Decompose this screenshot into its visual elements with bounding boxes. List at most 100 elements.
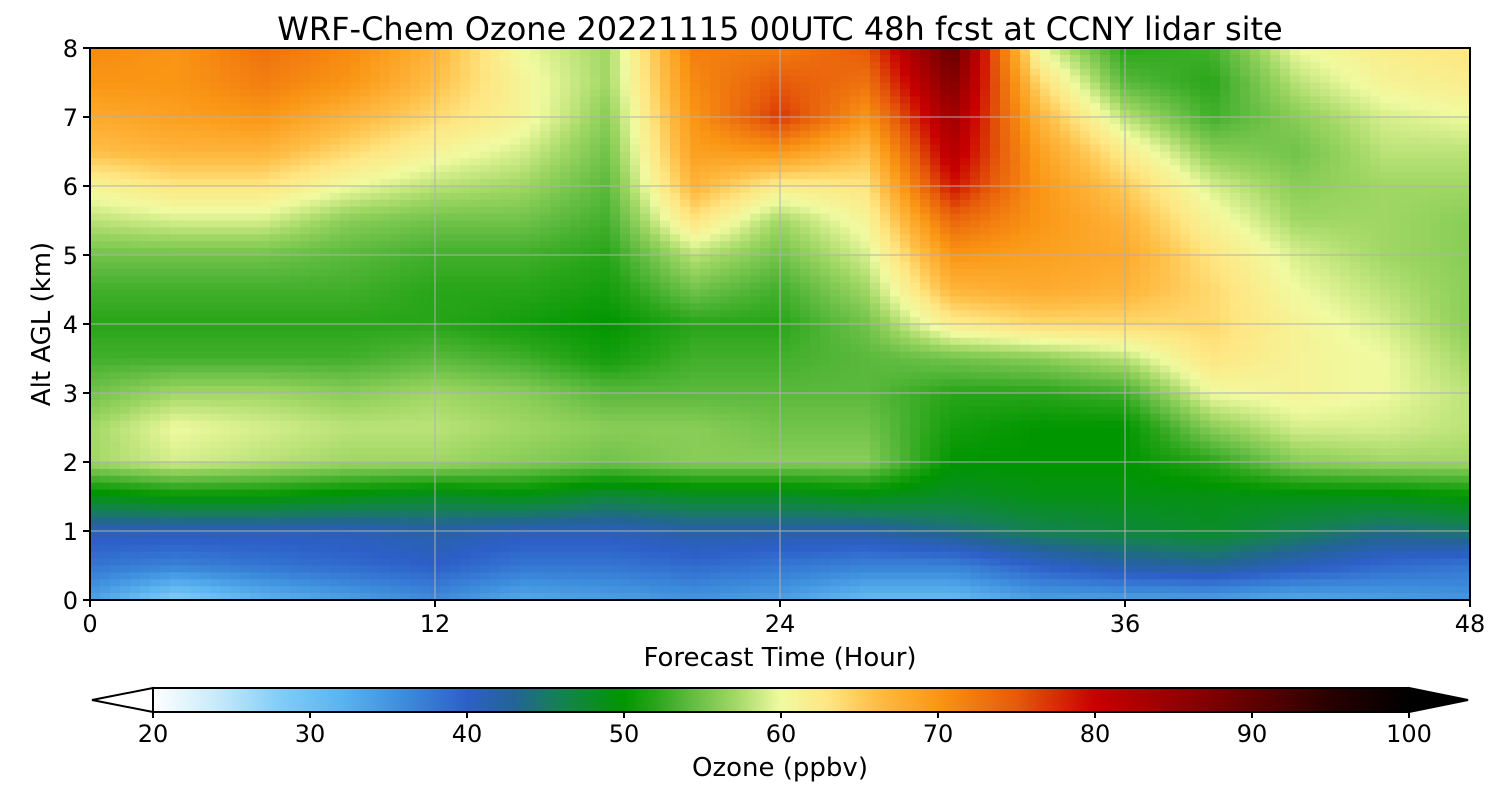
heatmap-cell <box>350 82 361 90</box>
heatmap-cell <box>270 261 281 270</box>
heatmap-cell <box>460 393 471 401</box>
heatmap-cell <box>360 572 371 580</box>
heatmap-cell <box>240 393 251 401</box>
heatmap-cell <box>220 192 231 201</box>
heatmap-cell <box>380 524 391 532</box>
heatmap-cell <box>260 330 271 339</box>
heatmap-cell <box>560 420 571 429</box>
heatmap-cell <box>400 130 411 139</box>
heatmap-cell <box>560 337 571 346</box>
heatmap-cell <box>210 48 221 56</box>
heatmap-cell <box>540 565 551 573</box>
heatmap-cell <box>330 82 341 90</box>
heatmap-cell <box>290 289 301 297</box>
heatmap-cell <box>240 165 251 173</box>
heatmap-cell <box>550 248 561 256</box>
heatmap-cell <box>660 75 671 84</box>
heatmap-cell <box>670 413 681 422</box>
heatmap-cell <box>650 220 661 228</box>
heatmap-cell <box>120 199 131 208</box>
heatmap-cell <box>660 144 671 153</box>
heatmap-cell <box>300 186 311 194</box>
heatmap-cell <box>320 551 331 560</box>
heatmap-cell <box>320 268 331 277</box>
heatmap-cell <box>170 544 181 553</box>
heatmap-cell <box>450 68 461 77</box>
heatmap-cell <box>350 455 361 463</box>
heatmap-cell <box>90 234 101 242</box>
heatmap-cell <box>290 448 301 456</box>
heatmap-cell <box>100 192 111 201</box>
heatmap-cell <box>350 344 361 353</box>
heatmap-cell <box>490 372 501 380</box>
heatmap-cell <box>450 179 461 187</box>
heatmap-cell <box>130 158 141 166</box>
heatmap-cell <box>660 510 671 518</box>
heatmap-cell <box>620 172 631 180</box>
heatmap-cell <box>480 503 491 511</box>
heatmap-cell <box>160 358 171 366</box>
heatmap-cell <box>680 475 691 484</box>
heatmap-cell <box>450 537 461 546</box>
heatmap-cell <box>370 192 381 201</box>
heatmap-cell <box>480 324 491 332</box>
heatmap-cell <box>170 496 181 504</box>
heatmap-cell <box>120 496 131 504</box>
heatmap-cell <box>500 130 511 139</box>
heatmap-cell <box>410 158 421 166</box>
heatmap-cell <box>150 206 161 215</box>
heatmap-cell <box>600 261 611 270</box>
heatmap-cell <box>660 206 671 215</box>
heatmap-cell <box>450 289 461 297</box>
heatmap-cell <box>550 413 561 422</box>
heatmap-cell <box>210 358 221 366</box>
heatmap-cell <box>240 220 251 228</box>
heatmap-cell <box>200 386 211 394</box>
heatmap-cell <box>250 89 261 97</box>
heatmap-cell <box>560 261 571 270</box>
heatmap-cell <box>400 468 411 477</box>
heatmap-cell <box>550 510 561 518</box>
heatmap-cell <box>500 206 511 215</box>
heatmap-cell <box>400 558 411 567</box>
heatmap-cell <box>480 248 491 256</box>
heatmap-cell <box>180 482 191 491</box>
heatmap-cell <box>380 489 391 498</box>
heatmap-cell <box>680 544 691 553</box>
heatmap-cell <box>150 448 161 456</box>
heatmap-cell <box>230 475 241 484</box>
heatmap-cell <box>560 165 571 173</box>
heatmap-cell <box>340 158 351 166</box>
heatmap-cell <box>100 289 111 297</box>
heatmap-cell <box>500 268 511 277</box>
heatmap-cell <box>100 151 111 159</box>
heatmap-cell <box>480 296 491 304</box>
heatmap-cell <box>410 517 421 525</box>
heatmap-cell <box>340 261 351 270</box>
heatmap-cell <box>150 496 161 504</box>
heatmap-cell <box>440 54 451 63</box>
heatmap-cell <box>520 317 531 325</box>
heatmap-cell <box>480 406 491 415</box>
heatmap-cell <box>440 448 451 456</box>
heatmap-cell <box>500 544 511 553</box>
heatmap-cell <box>590 151 601 159</box>
heatmap-cell <box>700 282 711 291</box>
heatmap-cell <box>140 248 151 256</box>
heatmap-cell <box>440 406 451 415</box>
heatmap-cell <box>370 351 381 360</box>
heatmap-cell <box>380 330 391 339</box>
heatmap-cell <box>600 448 611 456</box>
heatmap-cell <box>580 68 591 77</box>
heatmap-cell <box>330 227 341 235</box>
heatmap-cell <box>540 386 551 394</box>
heatmap-cell <box>580 489 591 498</box>
heatmap-cell <box>580 261 591 270</box>
heatmap-cell <box>360 503 371 511</box>
heatmap-cell <box>370 551 381 560</box>
heatmap-cell <box>450 317 461 325</box>
heatmap-cell <box>660 261 671 270</box>
heatmap-cell <box>150 489 161 498</box>
heatmap-cell <box>630 158 641 166</box>
heatmap-cell <box>540 192 551 201</box>
